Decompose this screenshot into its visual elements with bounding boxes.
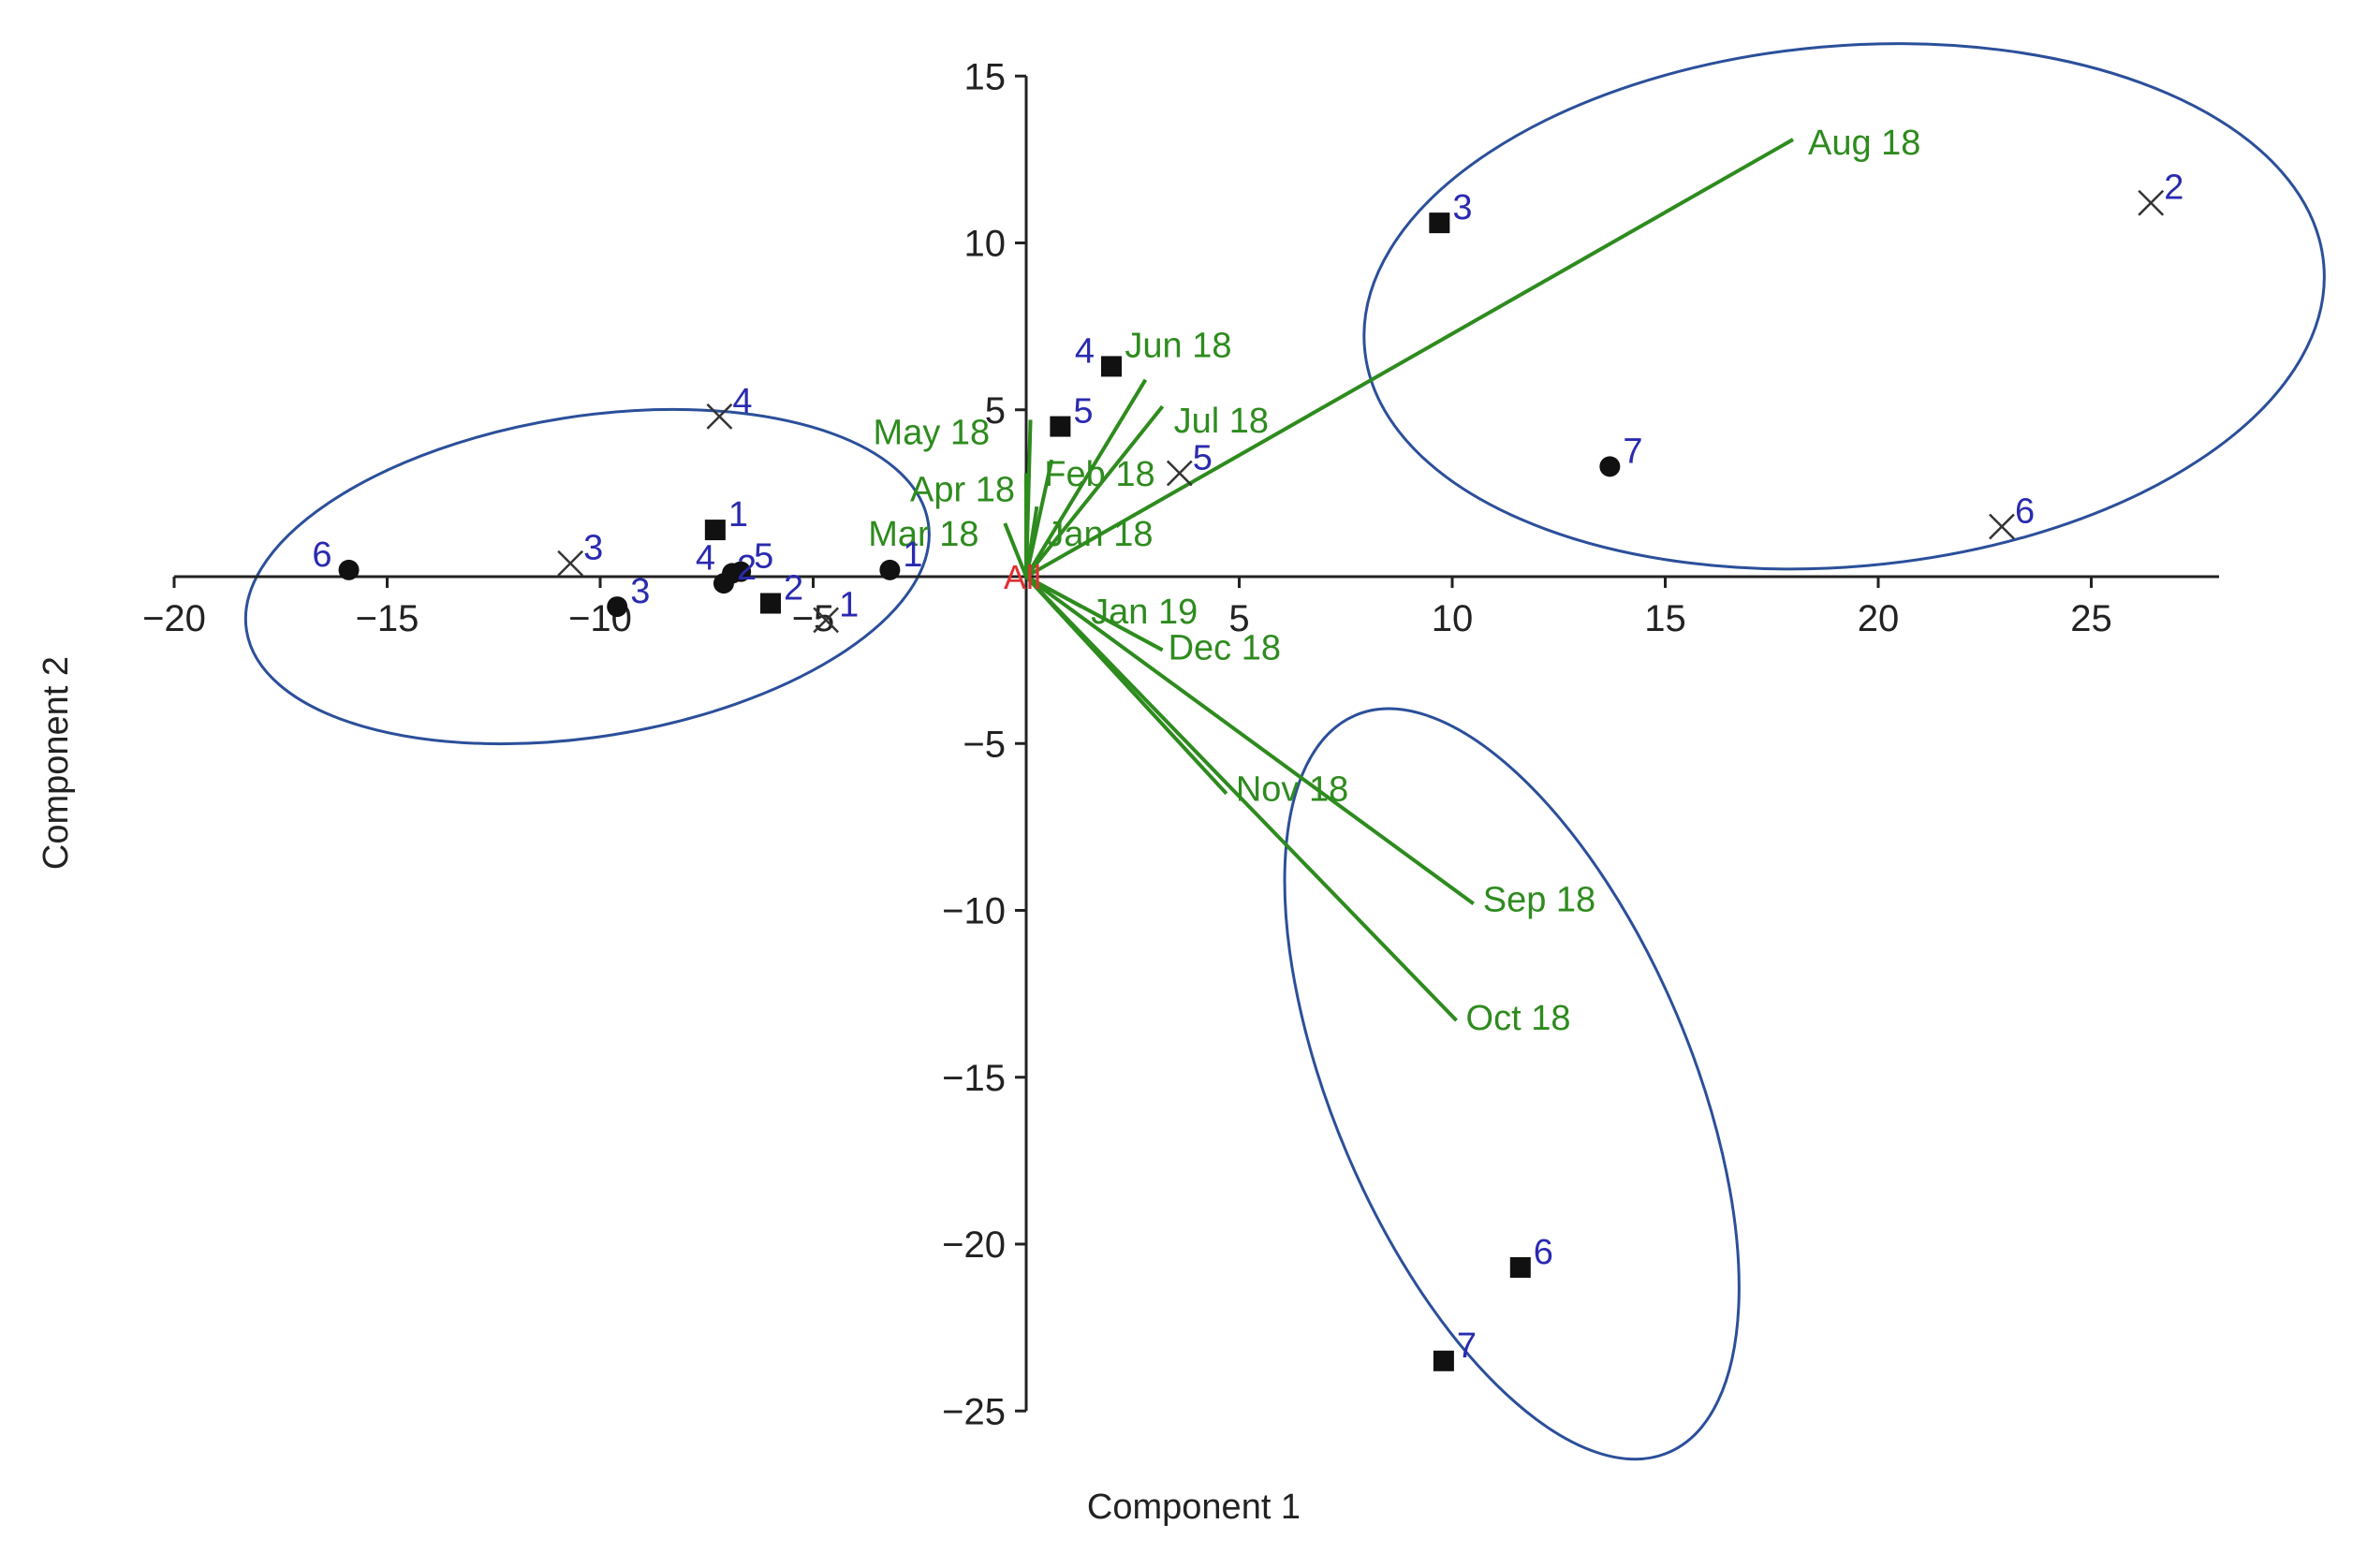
y-tick-label: −15: [942, 1058, 1006, 1099]
x-axis-title: Component 1: [1087, 1487, 1301, 1527]
point-label: 7: [1457, 1326, 1477, 1366]
circle-marker: [607, 596, 628, 618]
point-label: 1: [839, 585, 859, 624]
x-tick-label: 20: [1858, 598, 1900, 639]
origin-label: All: [1004, 558, 1041, 596]
vector-label: Jan 18: [1046, 515, 1153, 554]
square-marker: [1050, 416, 1071, 437]
cross-marker: [813, 607, 840, 634]
vector-label: May 18: [874, 413, 991, 452]
vector-label: Jun 18: [1125, 327, 1231, 366]
point-label: 5: [1193, 438, 1213, 477]
point-label: 6: [1534, 1233, 1553, 1272]
square-marker: [1433, 1350, 1454, 1371]
loading-vector: [1024, 506, 1039, 578]
point-label: 5: [1073, 392, 1093, 432]
point-label: 4: [696, 538, 715, 578]
square-marker: [760, 593, 781, 614]
square-marker: [704, 520, 726, 541]
x-tick-label: −20: [142, 598, 206, 639]
point-label: 7: [1623, 432, 1642, 471]
labels: Aug 18 Jun 18 Jul 18 May 18 Feb 18 Apr 18 Jan …: [312, 124, 2183, 1366]
point-label: 6: [312, 535, 331, 575]
y-axis-title: Component 2: [37, 656, 76, 870]
circle-marker: [730, 561, 752, 582]
cross-marker: [557, 550, 584, 577]
vector-label: Dec 18: [1169, 628, 1281, 667]
circle-marker: [1599, 456, 1621, 477]
vector-label: Jan 19: [1091, 593, 1198, 632]
point-label: 1: [903, 535, 922, 575]
point-label: 3: [1452, 188, 1472, 227]
x-tick-label: 10: [1432, 598, 1474, 639]
y-tick-label: −10: [942, 891, 1006, 932]
cross-stroke: [813, 607, 840, 634]
point-label: 2: [784, 569, 803, 608]
cross-marker: [706, 403, 733, 430]
cluster-ellipse: [1362, 42, 2326, 571]
cross-marker: [2138, 189, 2165, 216]
vector-label: Jul 18: [1174, 402, 1269, 441]
loading-vectors: [1003, 138, 1794, 1022]
x-tick-label: −15: [356, 598, 419, 639]
loading-vector: [1024, 404, 1165, 579]
point-label: 5: [754, 537, 773, 577]
loading-vector: [1025, 138, 1794, 579]
cross-stroke: [2138, 189, 2165, 216]
cross-stroke: [557, 550, 584, 577]
vector-label: Aug 18: [1808, 124, 1920, 163]
loading-vector: [1025, 575, 1164, 652]
cluster-ellipses: [243, 42, 2326, 1461]
y-tick-label: −20: [942, 1224, 1006, 1266]
vector-label: Feb 18: [1044, 455, 1154, 494]
x-tick-label: 25: [2070, 598, 2112, 639]
vector-label: Nov 18: [1236, 770, 1348, 810]
x-tick-label: 15: [1644, 598, 1686, 639]
square-marker: [1509, 1256, 1531, 1278]
y-tick-label: 5: [985, 390, 1006, 432]
cross-stroke: [706, 403, 733, 430]
y-tick-label: 10: [964, 224, 1007, 265]
cross-marker: [1166, 460, 1193, 487]
vector-label: Sep 18: [1483, 880, 1595, 919]
cross-stroke: [1989, 513, 2015, 540]
x-tick-label: 5: [1228, 598, 1249, 639]
loading-vector: [1024, 575, 1475, 905]
point-label: 4: [1075, 331, 1095, 371]
y-tick-label: 15: [964, 56, 1007, 97]
point-label: 6: [2015, 492, 2035, 532]
loading-vector: [1003, 522, 1028, 578]
loading-vector: [1024, 575, 1458, 1022]
point-label: 2: [737, 549, 757, 588]
loading-vector: [1024, 378, 1148, 579]
cross-marker: [1989, 513, 2015, 540]
vector-label: Mar 18: [868, 515, 978, 554]
square-marker: [1101, 356, 1122, 377]
circle-marker: [879, 559, 901, 580]
cluster-ellipse: [243, 407, 931, 746]
point-label: 1: [728, 495, 748, 535]
vector-label: Oct 18: [1466, 999, 1571, 1038]
square-marker: [1429, 212, 1450, 234]
point-label: 3: [583, 529, 603, 568]
cross-stroke: [1166, 460, 1193, 487]
y-tick-label: −5: [963, 724, 1006, 765]
point-label: 2: [2164, 169, 2183, 208]
score-points: [338, 189, 2165, 1371]
point-label: 3: [630, 572, 650, 611]
point-label: 4: [732, 382, 752, 421]
vector-label: Apr 18: [910, 470, 1015, 509]
circle-marker: [338, 559, 360, 580]
cluster-ellipse: [1283, 707, 1741, 1461]
y-tick-label: −25: [942, 1391, 1006, 1432]
